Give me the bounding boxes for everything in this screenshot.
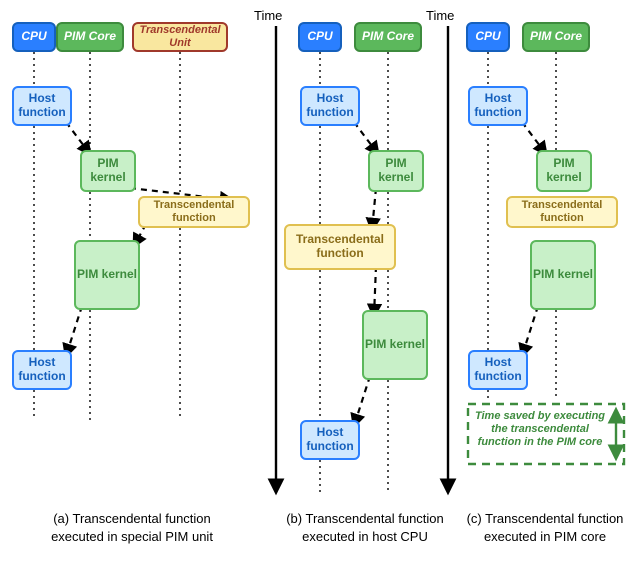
col-c-cpu-head: CPU xyxy=(466,22,510,52)
col-c-pim-head: PIM Core xyxy=(522,22,590,52)
a-host-2: Host function xyxy=(12,350,72,390)
c-host-1: Host function xyxy=(468,86,528,126)
b-trans: Transcendental function xyxy=(284,224,396,270)
a-pim-1: PIM kernel xyxy=(80,150,136,192)
time-label: Time xyxy=(254,8,282,23)
c-pim-2: PIM kernel xyxy=(530,240,596,310)
c-pim-1: PIM kernel xyxy=(536,150,592,192)
col-b-pim-head: PIM Core xyxy=(354,22,422,52)
b-host-2: Host function xyxy=(300,420,360,460)
a-pim-2: PIM kernel xyxy=(74,240,140,310)
col-a-tu-head: Transcendental Unit xyxy=(132,22,228,52)
col-a-pim-head: PIM Core xyxy=(56,22,124,52)
time-saved-label: Time saved by executing the transcendent… xyxy=(472,410,608,450)
b-pim-2: PIM kernel xyxy=(362,310,428,380)
caption-b: (b) Transcendental function executed in … xyxy=(280,510,450,545)
col-a-cpu-head: CPU xyxy=(12,22,56,52)
c-host-2: Host function xyxy=(468,350,528,390)
b-host-1: Host function xyxy=(300,86,360,126)
time-label: Time xyxy=(426,8,454,23)
b-pim-1: PIM kernel xyxy=(368,150,424,192)
c-trans: Transcendental function xyxy=(506,196,618,228)
caption-a: (a) Transcendental function executed in … xyxy=(32,510,232,545)
a-host-1: Host function xyxy=(12,86,72,126)
caption-c: (c) Transcendental function executed in … xyxy=(460,510,630,545)
col-b-cpu-head: CPU xyxy=(298,22,342,52)
a-trans: Transcendental function xyxy=(138,196,250,228)
